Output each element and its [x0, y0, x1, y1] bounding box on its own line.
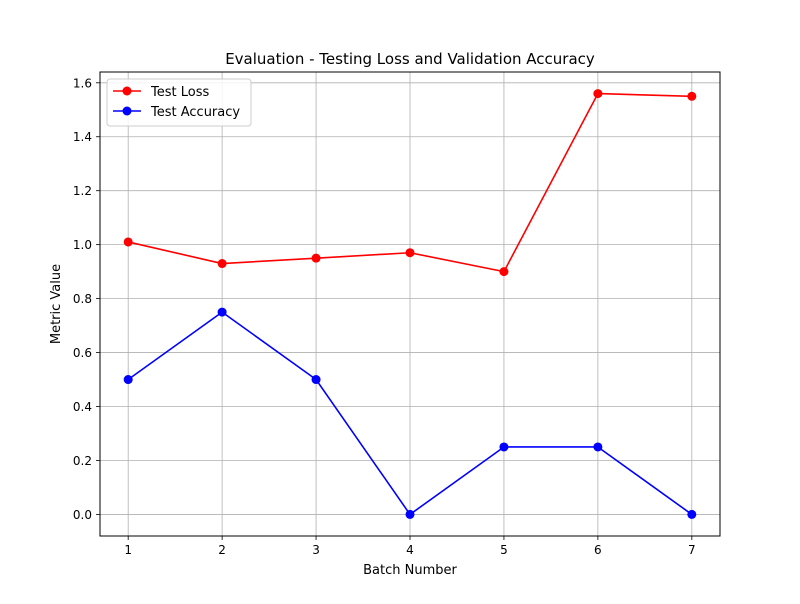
legend-label-test-loss: Test Loss: [150, 85, 209, 100]
chart-title: Evaluation - Testing Loss and Validation…: [225, 50, 595, 68]
data-point-test-accuracy: [687, 509, 697, 519]
x-tick-label: 7: [688, 543, 696, 557]
x-axis-label: Batch Number: [363, 563, 457, 578]
x-tick-label: 5: [500, 543, 508, 557]
y-tick-label: 0.2: [73, 454, 92, 468]
y-tick-label: 0.0: [73, 508, 92, 522]
data-point-test-loss: [311, 253, 321, 263]
y-axis-ticks: 0.0 0.2 0.4 0.6 0.8 1.0 1.2 1.4 1.6: [73, 76, 100, 522]
data-point-test-accuracy: [593, 442, 603, 452]
legend-marker-test-loss: [122, 86, 132, 96]
x-tick-label: 1: [124, 543, 132, 557]
data-point-test-loss: [123, 237, 133, 247]
y-tick-label: 0.8: [73, 292, 92, 306]
data-point-test-loss: [405, 248, 415, 258]
data-point-test-accuracy: [405, 509, 415, 519]
legend-label-test-accuracy: Test Accuracy: [150, 105, 240, 120]
series-layer: [123, 89, 697, 519]
y-tick-label: 1.6: [73, 76, 92, 90]
legend-marker-test-accuracy: [122, 106, 132, 116]
y-tick-label: 0.4: [73, 400, 92, 414]
data-point-test-loss: [217, 259, 227, 269]
data-point-test-loss: [593, 89, 603, 99]
y-tick-label: 1.0: [73, 238, 92, 252]
data-point-test-loss: [499, 267, 509, 277]
legend: Test Loss Test Accuracy: [106, 78, 252, 127]
legend-entry-test-accuracy: Test Accuracy: [113, 105, 240, 120]
data-point-test-accuracy: [123, 375, 133, 385]
legend-entry-test-loss: Test Loss: [113, 85, 209, 100]
y-axis-label: Metric Value: [49, 264, 64, 344]
x-axis-ticks: 1 2 3 4 5 6 7: [124, 536, 696, 557]
x-tick-label: 6: [594, 543, 602, 557]
legend-box: [106, 78, 252, 127]
data-point-test-accuracy: [311, 375, 321, 385]
y-tick-label: 0.6: [73, 346, 92, 360]
x-tick-label: 2: [218, 543, 226, 557]
y-tick-label: 1.4: [73, 130, 92, 144]
data-point-test-loss: [687, 91, 697, 101]
grid-lines: [100, 72, 720, 536]
y-tick-label: 1.2: [73, 184, 92, 198]
x-tick-label: 3: [312, 543, 320, 557]
x-tick-label: 4: [406, 543, 414, 557]
data-point-test-accuracy: [217, 307, 227, 317]
data-point-test-accuracy: [499, 442, 509, 452]
